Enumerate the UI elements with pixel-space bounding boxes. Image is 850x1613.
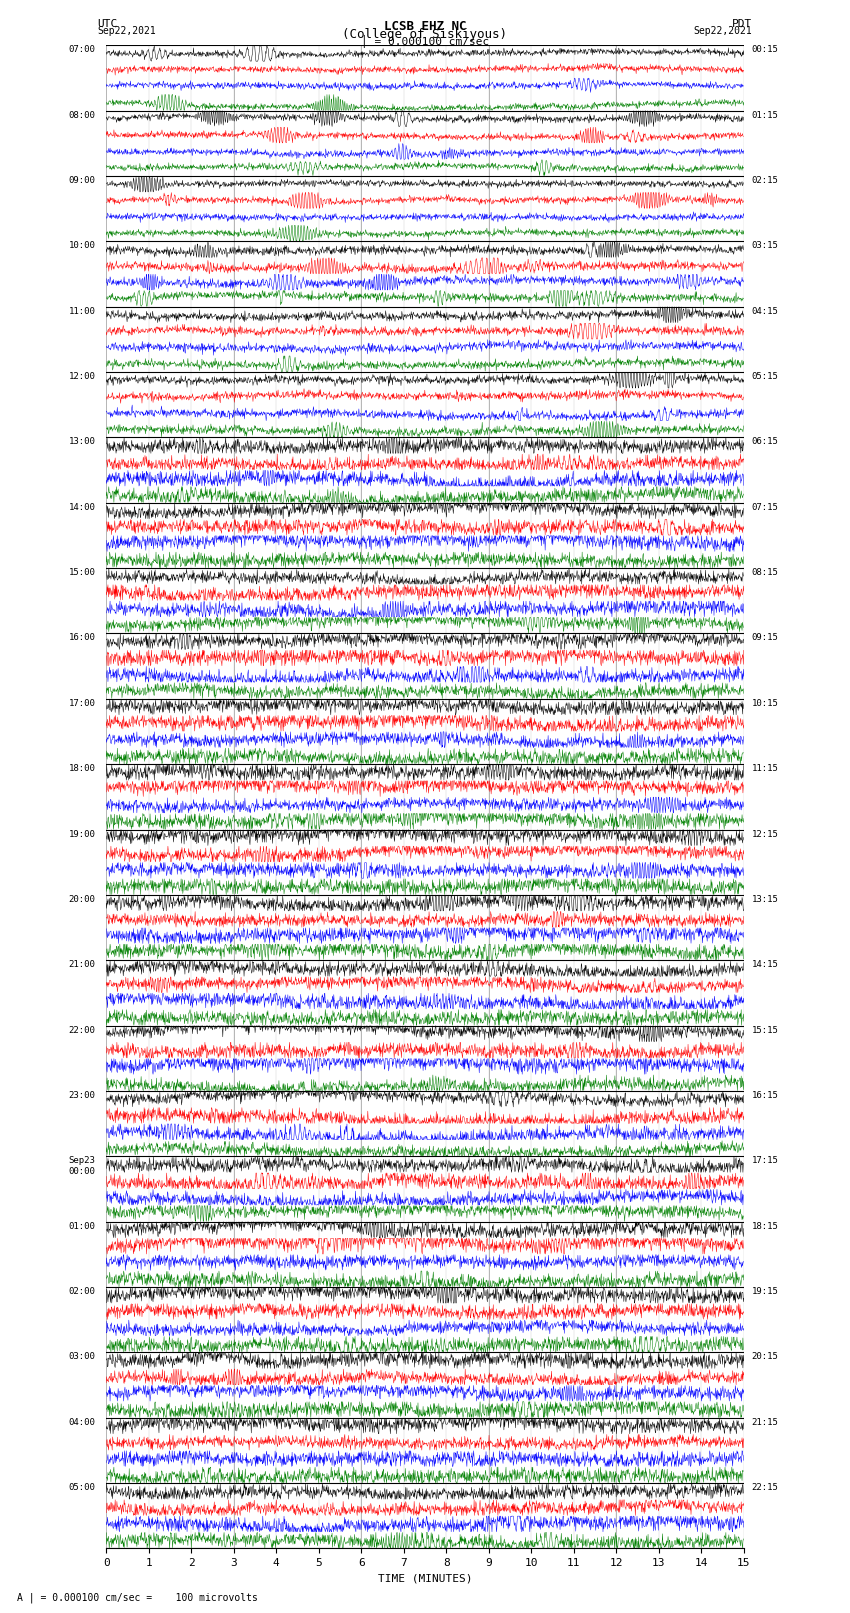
Text: 09:15: 09:15: [751, 634, 779, 642]
Text: 14:00: 14:00: [69, 503, 95, 511]
Text: PDT: PDT: [732, 18, 752, 29]
Text: 17:00: 17:00: [69, 698, 95, 708]
Text: Sep22,2021: Sep22,2021: [98, 26, 156, 35]
Text: A | = 0.000100 cm/sec =    100 microvolts: A | = 0.000100 cm/sec = 100 microvolts: [17, 1592, 258, 1603]
Text: 14:15: 14:15: [751, 960, 779, 969]
Text: 21:15: 21:15: [751, 1418, 779, 1428]
Text: 23:00: 23:00: [69, 1090, 95, 1100]
Text: 12:00: 12:00: [69, 373, 95, 381]
Text: 19:15: 19:15: [751, 1287, 779, 1295]
Text: Sep22,2021: Sep22,2021: [694, 26, 752, 35]
Text: 11:00: 11:00: [69, 306, 95, 316]
Text: Sep23
00:00: Sep23 00:00: [69, 1157, 95, 1176]
Text: 20:00: 20:00: [69, 895, 95, 903]
Text: 07:15: 07:15: [751, 503, 779, 511]
Text: 17:15: 17:15: [751, 1157, 779, 1165]
Text: 16:00: 16:00: [69, 634, 95, 642]
Text: 05:15: 05:15: [751, 373, 779, 381]
Text: │ = 0.000100 cm/sec: │ = 0.000100 cm/sec: [361, 35, 489, 48]
Text: 03:00: 03:00: [69, 1352, 95, 1361]
Text: 08:00: 08:00: [69, 111, 95, 119]
X-axis label: TIME (MINUTES): TIME (MINUTES): [377, 1574, 473, 1584]
Text: LCSB EHZ NC: LCSB EHZ NC: [383, 19, 467, 34]
Text: 13:00: 13:00: [69, 437, 95, 447]
Text: 10:00: 10:00: [69, 242, 95, 250]
Text: 07:00: 07:00: [69, 45, 95, 55]
Text: 21:00: 21:00: [69, 960, 95, 969]
Text: 13:15: 13:15: [751, 895, 779, 903]
Text: 02:15: 02:15: [751, 176, 779, 185]
Text: UTC: UTC: [98, 18, 118, 29]
Text: 02:00: 02:00: [69, 1287, 95, 1295]
Text: (College of Siskiyous): (College of Siskiyous): [343, 27, 507, 40]
Text: 06:15: 06:15: [751, 437, 779, 447]
Text: 15:15: 15:15: [751, 1026, 779, 1034]
Text: 15:00: 15:00: [69, 568, 95, 577]
Text: 08:15: 08:15: [751, 568, 779, 577]
Text: 01:15: 01:15: [751, 111, 779, 119]
Text: 03:15: 03:15: [751, 242, 779, 250]
Text: 11:15: 11:15: [751, 765, 779, 773]
Text: 12:15: 12:15: [751, 829, 779, 839]
Text: 04:15: 04:15: [751, 306, 779, 316]
Text: 09:00: 09:00: [69, 176, 95, 185]
Text: 20:15: 20:15: [751, 1352, 779, 1361]
Text: 18:15: 18:15: [751, 1221, 779, 1231]
Text: 16:15: 16:15: [751, 1090, 779, 1100]
Text: 00:15: 00:15: [751, 45, 779, 55]
Text: 22:15: 22:15: [751, 1482, 779, 1492]
Text: 04:00: 04:00: [69, 1418, 95, 1428]
Text: 10:15: 10:15: [751, 698, 779, 708]
Text: 19:00: 19:00: [69, 829, 95, 839]
Text: 18:00: 18:00: [69, 765, 95, 773]
Text: 22:00: 22:00: [69, 1026, 95, 1034]
Text: 01:00: 01:00: [69, 1221, 95, 1231]
Text: 05:00: 05:00: [69, 1482, 95, 1492]
